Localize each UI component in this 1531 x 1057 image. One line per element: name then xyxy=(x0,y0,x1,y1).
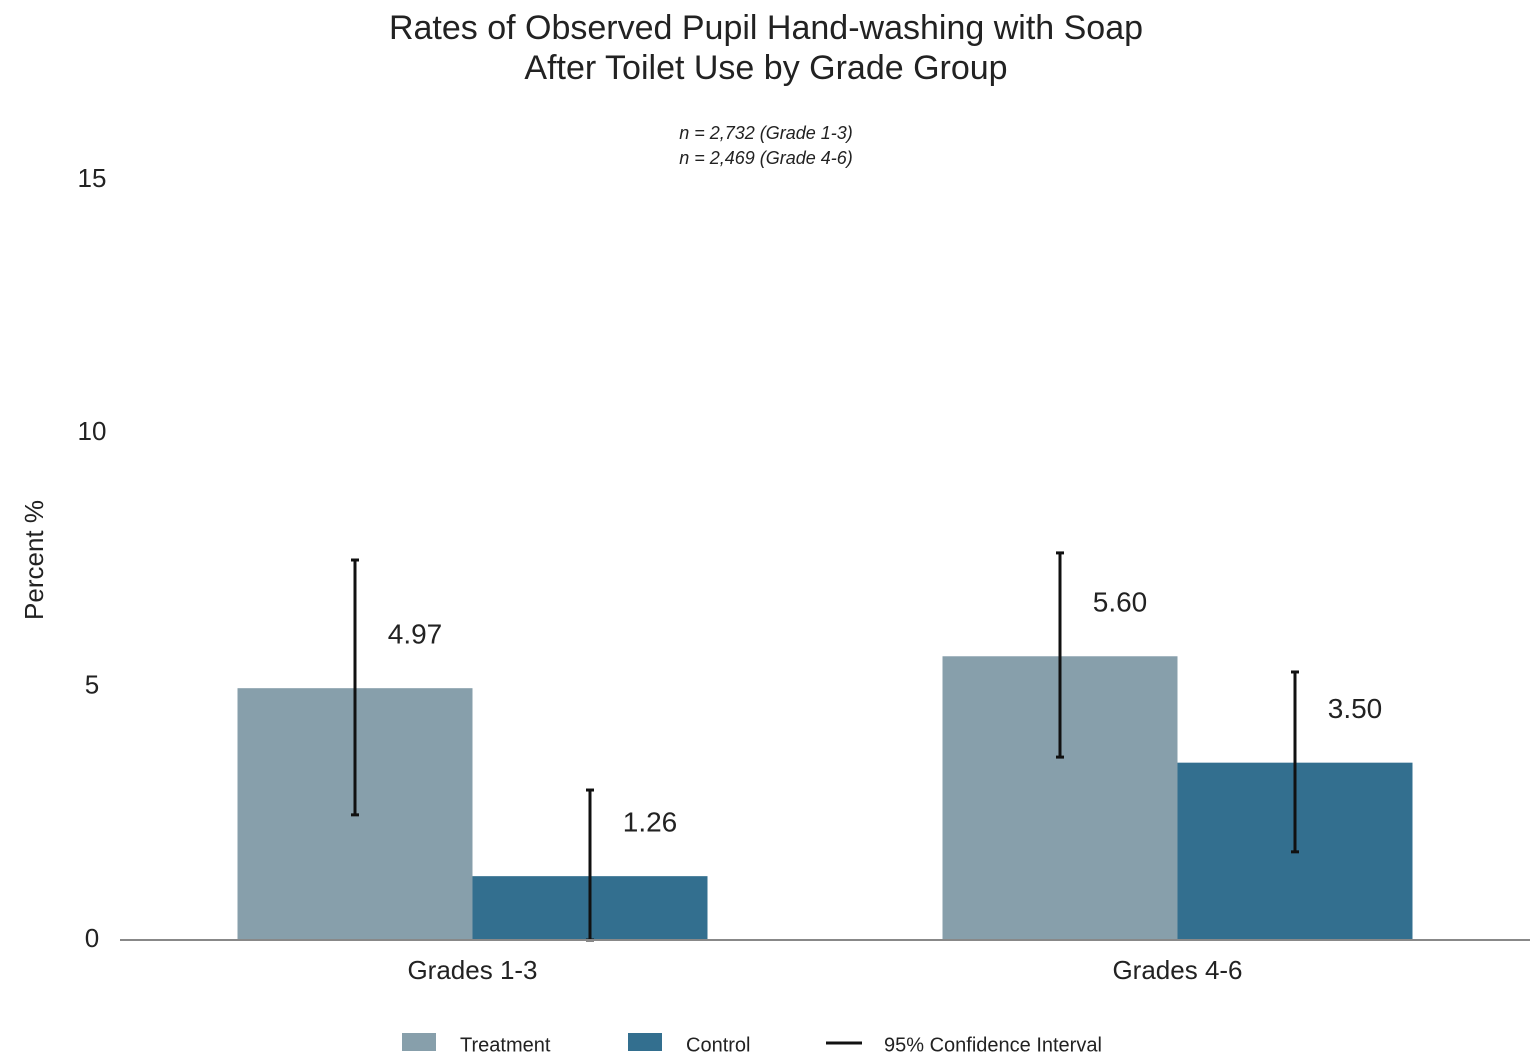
chart-subtitle: n = 2,469 (Grade 4-6) xyxy=(679,148,853,168)
legend-label: Treatment xyxy=(460,1034,551,1056)
legend-swatch xyxy=(402,1033,436,1051)
legend-swatch xyxy=(628,1033,662,1051)
data-label: 1.26 xyxy=(623,807,678,838)
y-axis-label: Percent % xyxy=(19,500,49,620)
legend-label: 95% Confidence Interval xyxy=(884,1034,1102,1056)
y-tick-label: 0 xyxy=(85,923,99,953)
data-label: 4.97 xyxy=(388,619,443,650)
y-tick-label: 10 xyxy=(78,416,107,446)
data-label: 5.60 xyxy=(1093,587,1148,618)
chart-title: Rates of Observed Pupil Hand-washing wit… xyxy=(389,9,1143,47)
y-tick-label: 5 xyxy=(85,670,99,700)
y-tick-label: 15 xyxy=(78,163,107,193)
legend-label: Control xyxy=(686,1034,750,1056)
data-label: 3.50 xyxy=(1328,693,1383,724)
chart-title: After Toilet Use by Grade Group xyxy=(524,49,1007,87)
chart-subtitle: n = 2,732 (Grade 1-3) xyxy=(679,123,853,143)
x-tick-label: Grades 4-6 xyxy=(1112,955,1242,985)
x-tick-label: Grades 1-3 xyxy=(407,955,537,985)
